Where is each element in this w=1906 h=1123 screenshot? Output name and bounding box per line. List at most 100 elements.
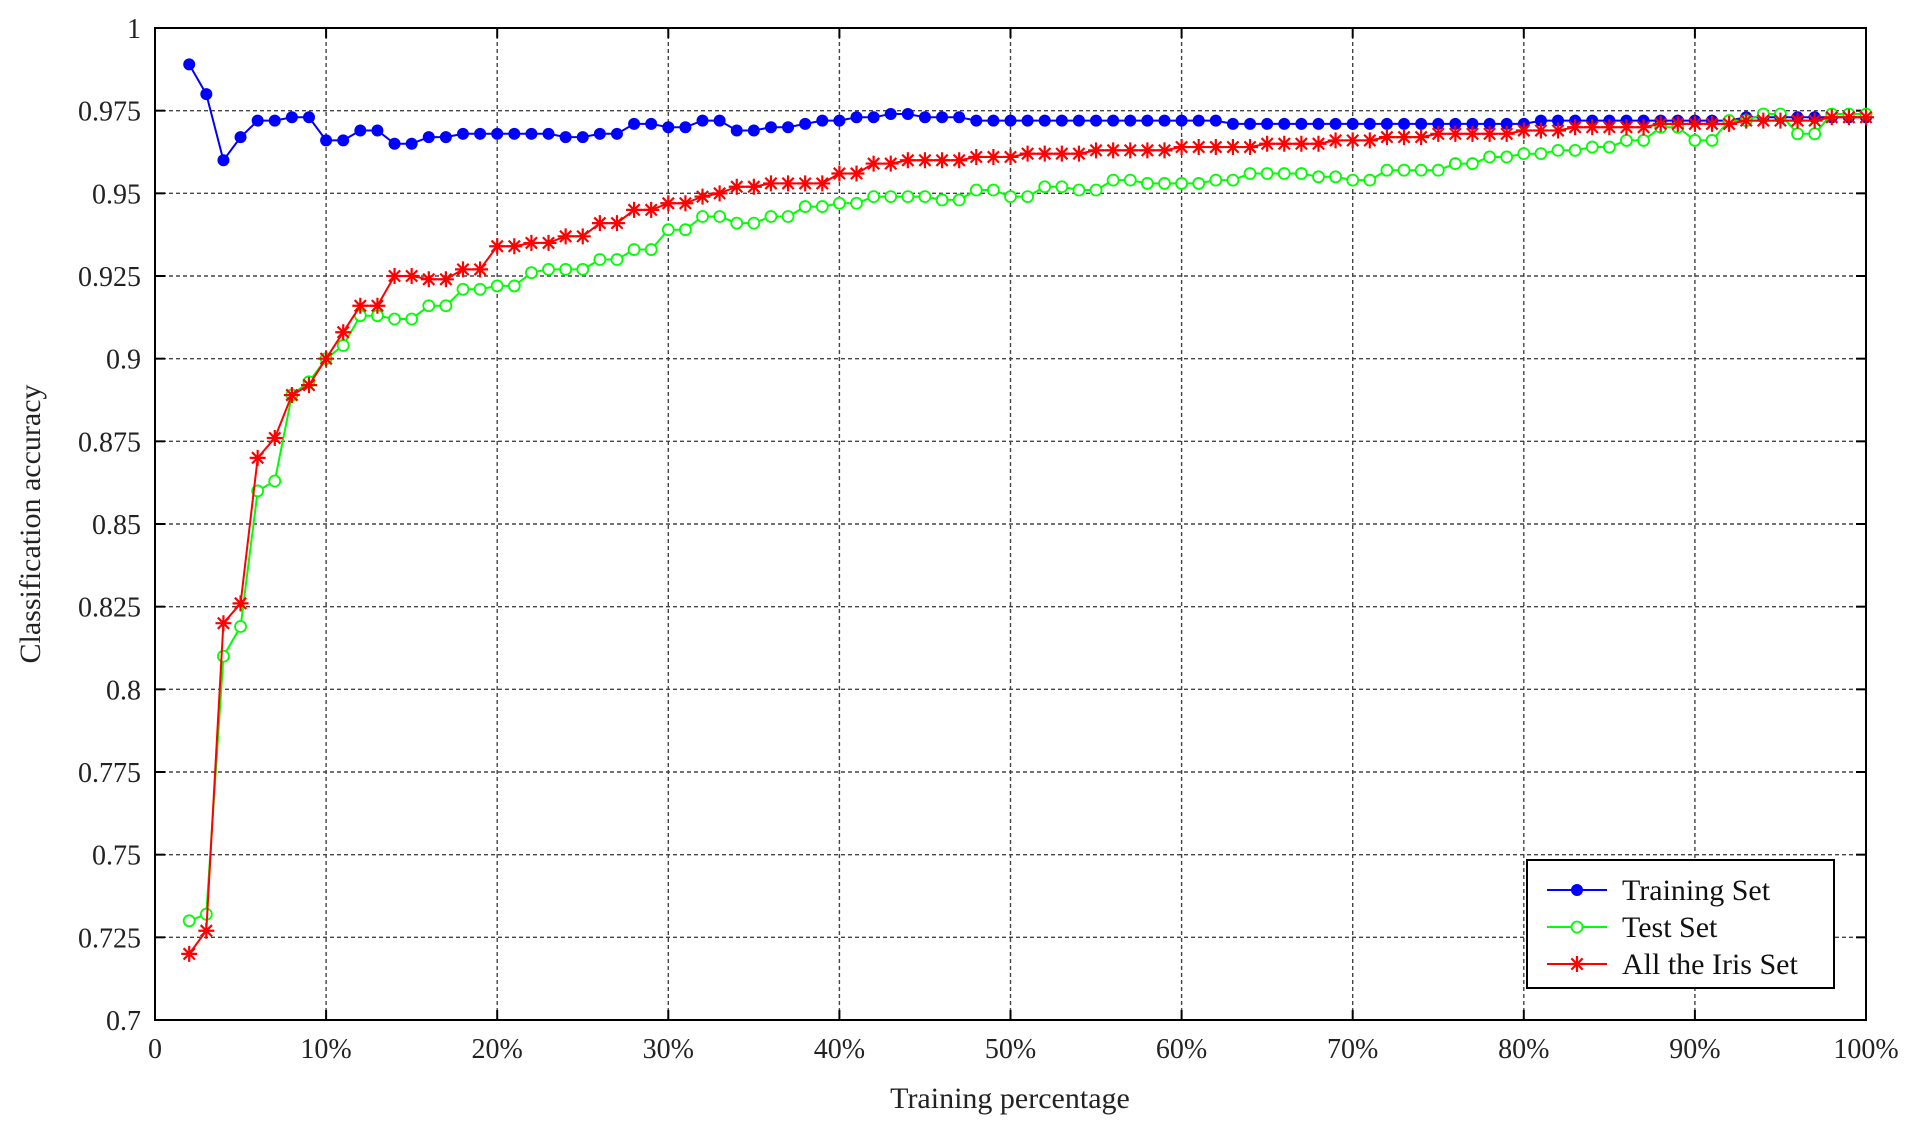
y-tick-label: 0.725 [78, 923, 141, 954]
data-point [574, 228, 591, 245]
data-point [506, 238, 523, 255]
y-tick-label: 0.7 [106, 1006, 141, 1037]
data-point [1106, 173, 1120, 187]
data-point [249, 449, 266, 466]
data-point [936, 111, 949, 124]
data-point [1704, 115, 1721, 132]
x-tick-label: 30% [643, 1034, 694, 1065]
data-point [730, 216, 744, 230]
data-point [352, 297, 369, 314]
data-point [403, 268, 420, 284]
data-point [762, 175, 779, 192]
data-point [217, 649, 230, 663]
data-point [610, 253, 624, 266]
data-point [1261, 117, 1274, 130]
data-point [337, 134, 350, 147]
data-point [1088, 142, 1105, 159]
legend-label: All the Iris Set [1622, 948, 1798, 981]
data-point [935, 193, 949, 207]
data-point [1618, 119, 1635, 136]
data-point [335, 324, 352, 341]
data-point [1141, 114, 1154, 127]
data-point [420, 271, 437, 288]
data-point [1224, 139, 1241, 156]
data-point [1517, 147, 1531, 161]
data-point [251, 114, 264, 127]
data-point [386, 268, 403, 284]
data-point [1105, 142, 1122, 159]
x-tick-label: 100% [1833, 1034, 1898, 1065]
data-point [953, 111, 966, 124]
data-point [1226, 117, 1239, 130]
data-point [1464, 125, 1481, 142]
y-tick-label: 1 [127, 14, 141, 45]
legend-marker [1569, 956, 1585, 972]
data-point [1500, 150, 1514, 164]
data-point [388, 312, 401, 326]
data-point [559, 131, 572, 144]
data-point [918, 190, 932, 204]
data-point [730, 124, 743, 137]
data-point [268, 114, 281, 127]
data-point [388, 137, 401, 150]
data-point [899, 152, 916, 169]
data-point [1312, 117, 1325, 130]
data-point [1123, 173, 1137, 187]
data-point [200, 88, 213, 101]
y-tick-label: 0.975 [78, 97, 141, 128]
data-point [198, 922, 215, 939]
data-point [1378, 129, 1395, 146]
data-point [644, 243, 658, 256]
data-point [1498, 125, 1515, 142]
data-point [747, 216, 761, 230]
data-point [1209, 114, 1222, 127]
data-point [608, 215, 625, 232]
data-point [833, 114, 846, 127]
data-point [1585, 140, 1599, 154]
data-point [576, 131, 589, 144]
data-point [454, 261, 471, 278]
x-tick-label: 80% [1498, 1034, 1549, 1065]
data-point [1107, 114, 1120, 127]
data-point [1190, 139, 1207, 156]
data-point [1089, 183, 1103, 197]
data-point [679, 121, 692, 134]
data-point [1019, 145, 1036, 162]
data-point [1567, 119, 1584, 136]
data-point [1721, 115, 1738, 132]
data-point [1036, 145, 1053, 162]
data-point [1397, 163, 1411, 177]
data-point [1481, 125, 1498, 142]
data-point [1124, 114, 1137, 127]
data-point [918, 111, 931, 124]
x-tick-label: 40% [814, 1034, 865, 1065]
legend: Training Set Test Set All the Iris Set [1526, 859, 1835, 989]
data-point [1072, 183, 1086, 197]
data-point [1192, 177, 1206, 190]
data-point [1568, 143, 1582, 157]
legend-marker [1570, 920, 1584, 934]
data-point [745, 178, 762, 195]
data-point [1175, 177, 1188, 190]
data-point [694, 188, 711, 205]
data-point [1858, 109, 1874, 126]
data-point [627, 243, 641, 256]
data-point [1515, 122, 1532, 139]
data-point [437, 271, 454, 288]
data-point [1156, 142, 1173, 159]
series-1 [182, 107, 1873, 928]
data-point [1601, 119, 1618, 136]
data-point [1363, 117, 1376, 130]
data-point [508, 127, 521, 140]
data-point [1294, 167, 1308, 180]
data-point [523, 234, 540, 251]
data-point [1772, 112, 1789, 129]
data-point [987, 114, 1000, 127]
data-point [1483, 150, 1496, 164]
data-point [1806, 112, 1823, 129]
data-point [1447, 125, 1464, 142]
data-point [1312, 170, 1325, 184]
data-point [970, 114, 983, 127]
data-point [951, 152, 968, 169]
data-point [268, 474, 282, 488]
